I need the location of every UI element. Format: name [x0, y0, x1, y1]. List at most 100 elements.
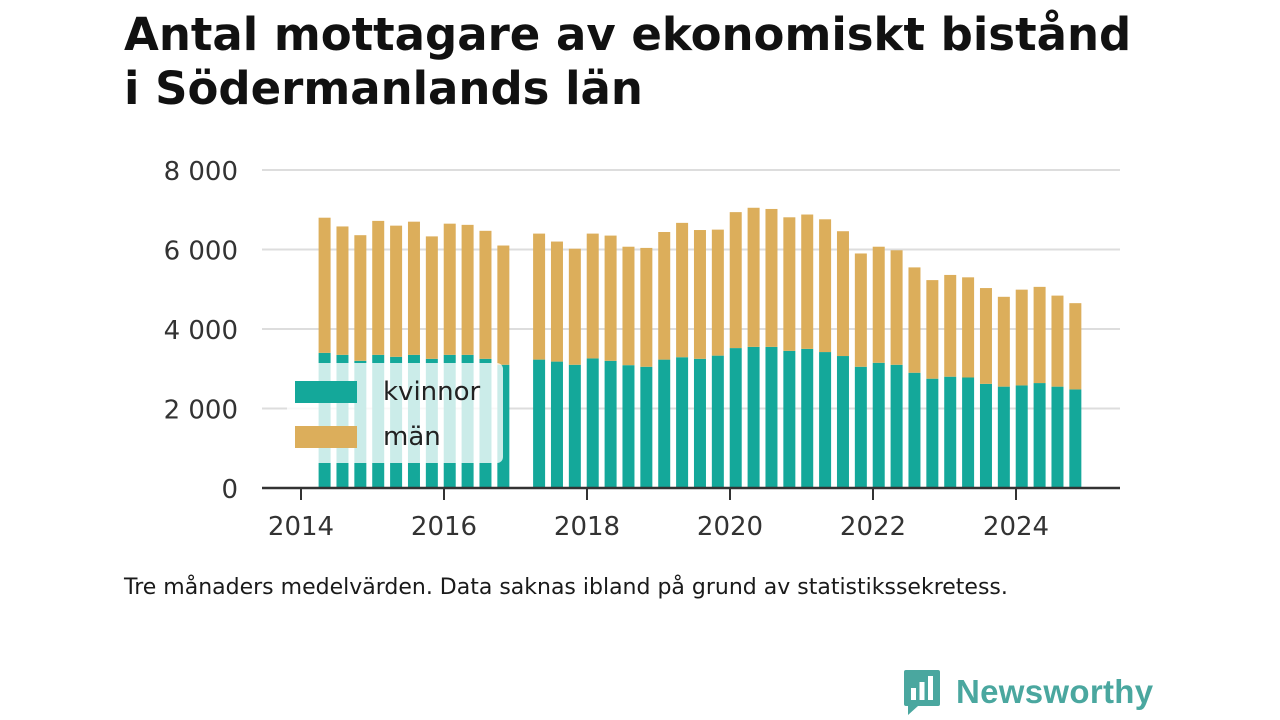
bar-man [926, 280, 939, 379]
bar-kvinnor [1051, 386, 1064, 488]
newsworthy-logo-icon [904, 670, 940, 715]
axes: 0 2 000 4 000 6 000 8 000 2014 2016 2018 2020 202… [164, 157, 1120, 542]
bar-man [407, 221, 420, 355]
legend-item-kvinnor: kvinnor [295, 377, 480, 407]
legend-item-man: män [295, 422, 441, 452]
bar-man [890, 250, 903, 365]
x-tick-label: 2024 [983, 512, 1049, 542]
bar-kvinnor [979, 383, 992, 488]
bar-kvinnor [550, 361, 563, 488]
bar-man [533, 233, 546, 360]
bar-man [336, 226, 349, 355]
bars [318, 207, 1082, 488]
x-tick-label: 2020 [697, 512, 763, 542]
bar-man [854, 253, 867, 367]
legend-swatch-kvinnor [295, 381, 357, 403]
bar-kvinnor [926, 378, 939, 488]
bar-kvinnor [640, 366, 653, 488]
bar-man [711, 229, 724, 356]
bar-kvinnor [729, 348, 742, 488]
bar-kvinnor [622, 365, 635, 488]
x-tick-label: 2014 [268, 512, 334, 542]
bar-man [497, 245, 510, 365]
bar-man [568, 248, 581, 365]
legend: kvinnor män [287, 363, 503, 463]
bar-kvinnor [801, 348, 814, 488]
bar-kvinnor [568, 364, 581, 488]
bar-kvinnor [819, 352, 832, 488]
bar-kvinnor [890, 364, 903, 488]
bar-man [425, 236, 438, 359]
bar-man [872, 246, 885, 363]
footnote: Tre månaders medelvärden. Data saknas ib… [124, 575, 1008, 600]
bar-man [622, 246, 635, 366]
bar-man [908, 267, 921, 373]
bar-man [1069, 303, 1082, 390]
bar-man [747, 207, 760, 347]
bar-man [836, 231, 849, 357]
bar-kvinnor [676, 357, 689, 488]
bar-kvinnor [765, 346, 778, 488]
bar-man [443, 223, 456, 355]
bar-man [783, 217, 796, 351]
chart-title-line-1: Antal mottagare av ekonomiskt bistånd [124, 8, 1132, 61]
bar-man [550, 241, 563, 362]
bar-kvinnor [658, 359, 671, 488]
bar-kvinnor [997, 386, 1010, 488]
y-tick-label: 6 000 [164, 237, 238, 267]
bar-kvinnor [1033, 383, 1046, 488]
bar-man [479, 230, 492, 359]
bar-man [997, 296, 1010, 387]
brand-name: Newsworthy [956, 673, 1154, 710]
x-tick-label: 2016 [411, 512, 477, 542]
bar-man [765, 208, 778, 347]
bar-kvinnor [711, 355, 724, 488]
bar-man [586, 233, 599, 359]
bar-kvinnor [872, 362, 885, 488]
bar-man [819, 219, 832, 353]
legend-label-man: män [383, 422, 441, 452]
bar-kvinnor [747, 346, 760, 488]
bar-man [390, 225, 403, 357]
bar-kvinnor [783, 350, 796, 488]
bar-man [658, 232, 671, 360]
bar-man [640, 247, 653, 367]
bar-man [729, 212, 742, 349]
bar-kvinnor [1069, 389, 1082, 488]
bar-kvinnor [533, 359, 546, 488]
bar-man [1033, 286, 1046, 384]
y-tick-label: 2 000 [164, 396, 238, 426]
bar-man [944, 274, 957, 377]
bar-man [801, 214, 814, 349]
chart-title-line-2: i Södermanlands län [124, 62, 643, 115]
bar-man [318, 217, 331, 353]
bar-man [1015, 289, 1028, 386]
legend-swatch-man [295, 426, 357, 448]
y-tick-label: 0 [221, 475, 238, 505]
bar-kvinnor [944, 376, 957, 488]
bar-man [604, 235, 617, 361]
legend-label-kvinnor: kvinnor [383, 377, 481, 407]
bar-kvinnor [962, 377, 975, 488]
bar-kvinnor [836, 356, 849, 488]
bar-man [676, 222, 689, 358]
y-tick-label: 8 000 [164, 157, 238, 187]
bar-man [1051, 295, 1064, 387]
y-tick-label: 4 000 [164, 316, 238, 346]
x-tick-label: 2018 [554, 512, 620, 542]
x-tick-label: 2022 [840, 512, 906, 542]
bar-kvinnor [854, 366, 867, 488]
bar-man [979, 288, 992, 384]
bar-man [372, 220, 385, 355]
bar-kvinnor [586, 358, 599, 488]
bar-kvinnor [1015, 385, 1028, 488]
bar-man [693, 230, 706, 359]
chart-title: Antal mottagare av ekonomiskt bistånd i … [124, 8, 1184, 116]
brand[interactable]: Newsworthy [902, 668, 1153, 716]
bar-man [461, 224, 474, 355]
bar-man [354, 235, 367, 361]
bar-kvinnor [604, 360, 617, 488]
bar-man [962, 277, 975, 378]
bar-kvinnor [908, 372, 921, 488]
